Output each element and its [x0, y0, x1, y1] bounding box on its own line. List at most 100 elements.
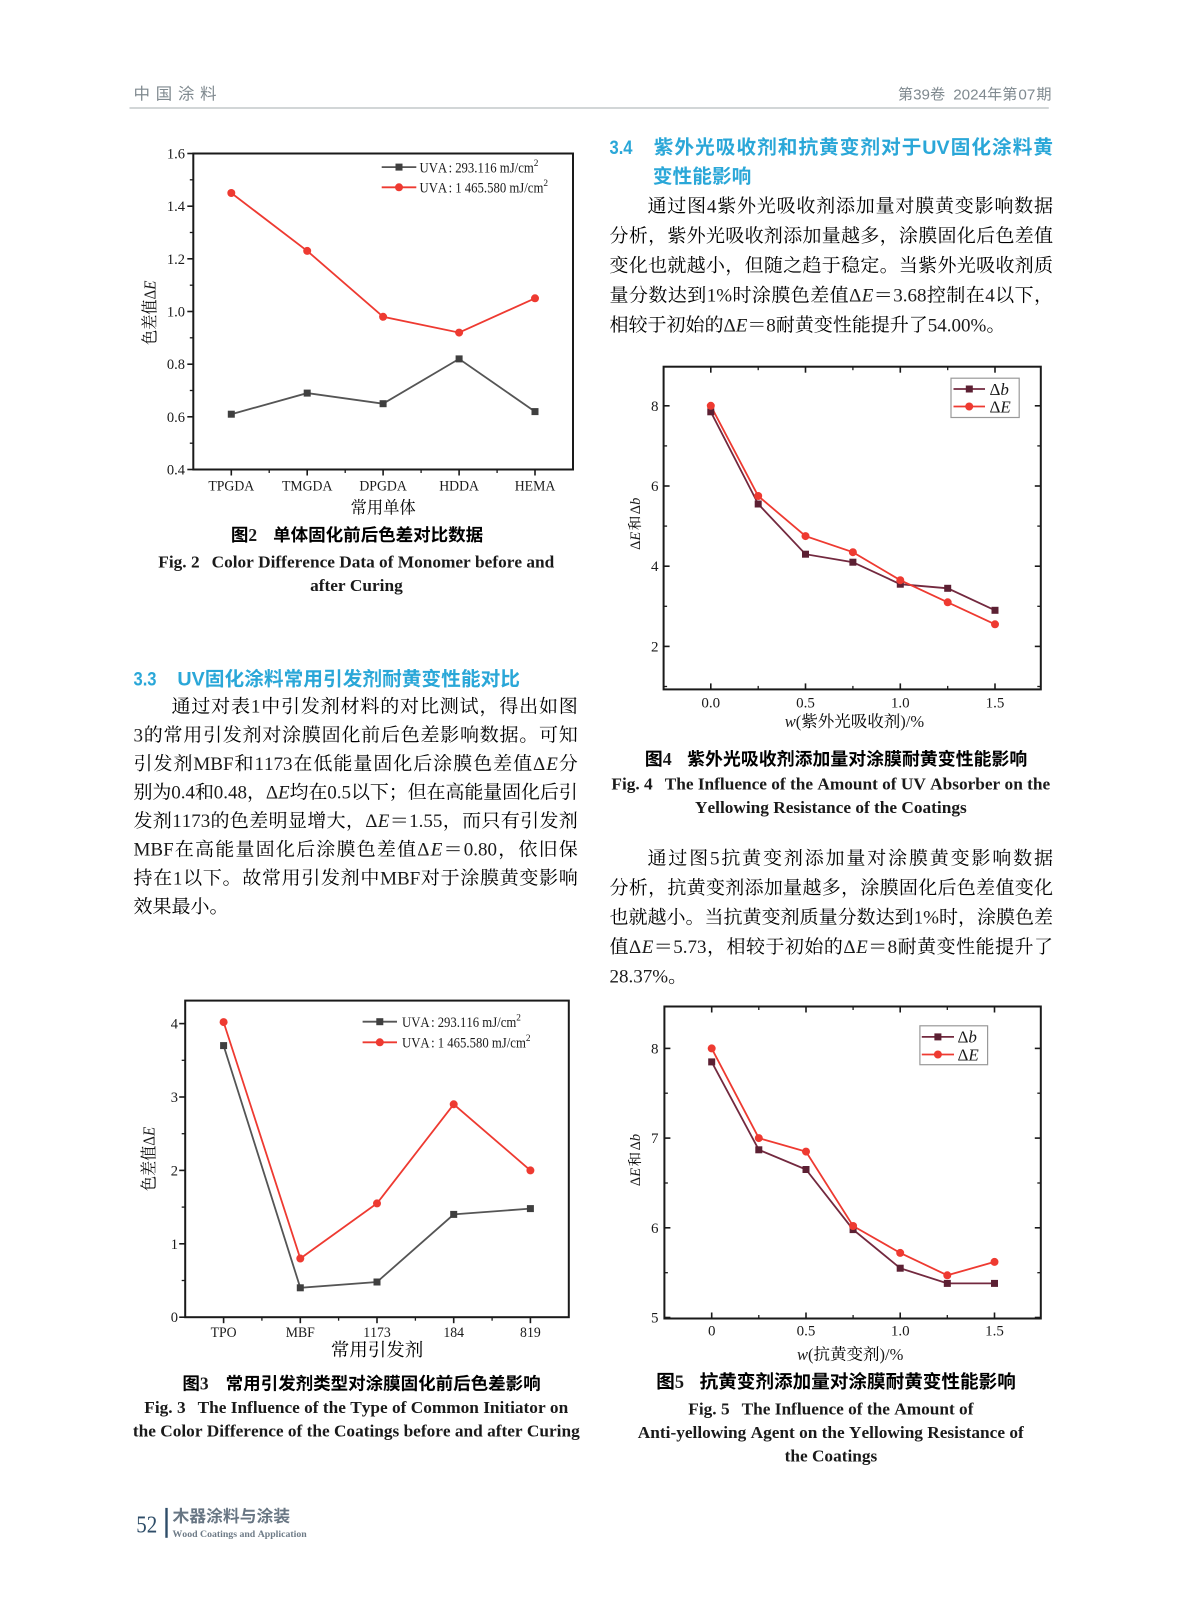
svg-text:Fig. 3: Fig. 3: [144, 1398, 186, 1417]
svg-text:(: (: [796, 712, 802, 731]
svg-text:0.5: 0.5: [797, 1323, 816, 1339]
svg-text:E: E: [545, 754, 558, 775]
svg-text:Δ: Δ: [628, 1177, 644, 1186]
svg-text:MBF: MBF: [380, 868, 420, 889]
svg-text:1.6: 1.6: [167, 147, 185, 163]
svg-text:819: 819: [520, 1325, 541, 1341]
svg-text:Δ: Δ: [628, 505, 644, 514]
svg-text:293.116 mJ/cm: 293.116 mJ/cm: [455, 160, 534, 176]
svg-text:UVA: UVA: [402, 1036, 430, 1052]
svg-text:E: E: [855, 937, 868, 958]
svg-text:1 465.580 mJ/cm: 1 465.580 mJ/cm: [455, 181, 543, 197]
svg-text:52: 52: [136, 1513, 157, 1539]
svg-text:1.0: 1.0: [167, 305, 185, 321]
svg-text:HEMA: HEMA: [515, 479, 556, 495]
svg-text:5: 5: [675, 1372, 684, 1393]
svg-text:MBF: MBF: [134, 840, 174, 861]
svg-text:Δ: Δ: [140, 1136, 159, 1146]
svg-text:UVA: UVA: [420, 181, 448, 197]
svg-text:after Curing: after Curing: [310, 576, 403, 595]
svg-text:1.2: 1.2: [167, 252, 185, 268]
svg-text:54.00%: 54.00%: [928, 315, 987, 336]
svg-text:Δ: Δ: [843, 937, 855, 958]
svg-text:8: 8: [888, 937, 898, 958]
svg-text:1%: 1%: [707, 286, 733, 307]
svg-text:5: 5: [651, 1311, 659, 1327]
svg-text:UVA: UVA: [420, 160, 448, 176]
svg-text:6: 6: [651, 1221, 659, 1237]
svg-text:1.5: 1.5: [985, 1323, 1004, 1339]
svg-text:07: 07: [1018, 87, 1035, 104]
svg-text:5: 5: [710, 849, 720, 870]
svg-text:3: 3: [171, 1090, 178, 1106]
svg-text:0.80: 0.80: [464, 840, 497, 861]
svg-text:b: b: [628, 498, 644, 505]
svg-text:1%: 1%: [914, 908, 940, 929]
svg-text:0.48: 0.48: [214, 783, 247, 804]
svg-text:1.4: 1.4: [167, 199, 186, 215]
svg-text:w: w: [785, 712, 796, 731]
svg-text:E: E: [641, 937, 654, 958]
svg-text:4: 4: [663, 749, 672, 769]
svg-text:Δ: Δ: [628, 541, 644, 550]
svg-text:E: E: [277, 783, 290, 804]
svg-text:4: 4: [707, 196, 717, 217]
svg-text:28.37%: 28.37%: [610, 967, 669, 988]
svg-text:Δ: Δ: [849, 286, 861, 307]
svg-text:The Influence of the Amount of: The Influence of the Amount of: [742, 1399, 974, 1418]
svg-text:0: 0: [171, 1310, 178, 1326]
svg-text:0.4: 0.4: [167, 463, 186, 479]
svg-text:1.0: 1.0: [891, 1323, 910, 1339]
svg-text:1: 1: [171, 1237, 178, 1253]
svg-text:UV: UV: [922, 137, 949, 159]
svg-text:1.5: 1.5: [986, 695, 1005, 711]
svg-text:3: 3: [134, 725, 144, 746]
svg-text:1173: 1173: [255, 754, 293, 775]
svg-text:Anti-yellowing Agent on the Ye: Anti-yellowing Agent on the Yellowing Re…: [638, 1423, 1024, 1442]
svg-text:MBF: MBF: [193, 754, 233, 775]
svg-text:6: 6: [651, 479, 659, 495]
svg-text:E: E: [430, 840, 443, 861]
svg-text:Δ: Δ: [629, 937, 641, 958]
svg-text::: :: [449, 160, 453, 176]
svg-text::: :: [449, 181, 453, 197]
svg-text:TMGDA: TMGDA: [282, 479, 333, 495]
svg-text:0.5: 0.5: [796, 695, 815, 711]
svg-text:HDDA: HDDA: [439, 479, 479, 495]
svg-text:1173: 1173: [363, 1325, 391, 1341]
svg-text:1 465.580 mJ/cm: 1 465.580 mJ/cm: [438, 1036, 526, 1052]
svg-text:3.3: 3.3: [134, 669, 157, 691]
svg-text:Fig. 2: Fig. 2: [158, 553, 199, 572]
svg-text:The Influence of the Amount of: The Influence of the Amount of UV Absorb…: [665, 775, 1051, 794]
svg-text:2: 2: [651, 639, 659, 655]
svg-text:1: 1: [173, 868, 183, 889]
svg-text:2: 2: [171, 1163, 178, 1179]
svg-text:(: (: [808, 1345, 814, 1364]
svg-text:E: E: [628, 532, 644, 542]
svg-text:DPGDA: DPGDA: [359, 479, 407, 495]
svg-text:MBF: MBF: [286, 1325, 315, 1341]
svg-text:2: 2: [516, 1014, 521, 1024]
svg-text:w: w: [797, 1345, 808, 1364]
svg-text:0: 0: [708, 1323, 716, 1339]
svg-text:E: E: [967, 1045, 979, 1064]
svg-text:293.116 mJ/cm: 293.116 mJ/cm: [438, 1015, 517, 1031]
svg-text:Δ: Δ: [628, 1141, 644, 1150]
svg-text:b: b: [628, 1134, 644, 1141]
svg-text:Yellowing Resistance of the Co: Yellowing Resistance of the Coatings: [695, 798, 967, 817]
svg-text:3.68: 3.68: [893, 286, 926, 307]
svg-text:7: 7: [651, 1131, 659, 1147]
svg-text:0.8: 0.8: [167, 357, 185, 373]
svg-text:Δ: Δ: [990, 380, 1001, 399]
svg-text:Color Difference Data of Monom: Color Difference Data of Monomer before …: [212, 553, 555, 572]
svg-text:1.0: 1.0: [891, 695, 910, 711]
svg-text:Δ: Δ: [958, 1028, 969, 1047]
svg-text:0.0: 0.0: [701, 695, 720, 711]
svg-text:E: E: [861, 286, 874, 307]
svg-text:The Influence of the Type of C: The Influence of the Type of Common Init…: [198, 1398, 569, 1417]
svg-text:184: 184: [443, 1325, 464, 1341]
svg-text:Wood Coatings and Application: Wood Coatings and Application: [173, 1529, 308, 1540]
svg-text:Δ: Δ: [990, 397, 1001, 416]
svg-text:0.4: 0.4: [171, 783, 195, 804]
svg-text:E: E: [377, 811, 390, 832]
